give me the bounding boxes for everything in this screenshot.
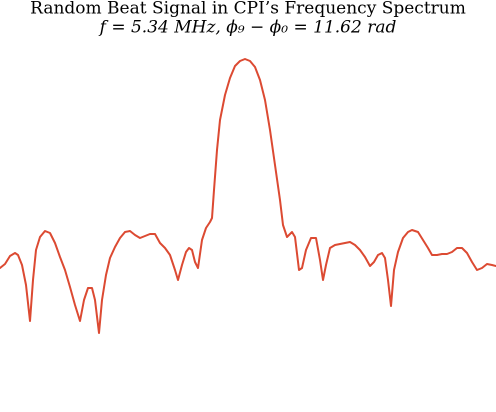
chart-subtitle: f = 5.34 MHz, ϕ₉ − ϕ₀ = 11.62 rad xyxy=(98,18,397,38)
line xyxy=(0,58,496,334)
chart-title: Random Beat Signal in CPI’s Frequency Sp… xyxy=(30,0,466,19)
